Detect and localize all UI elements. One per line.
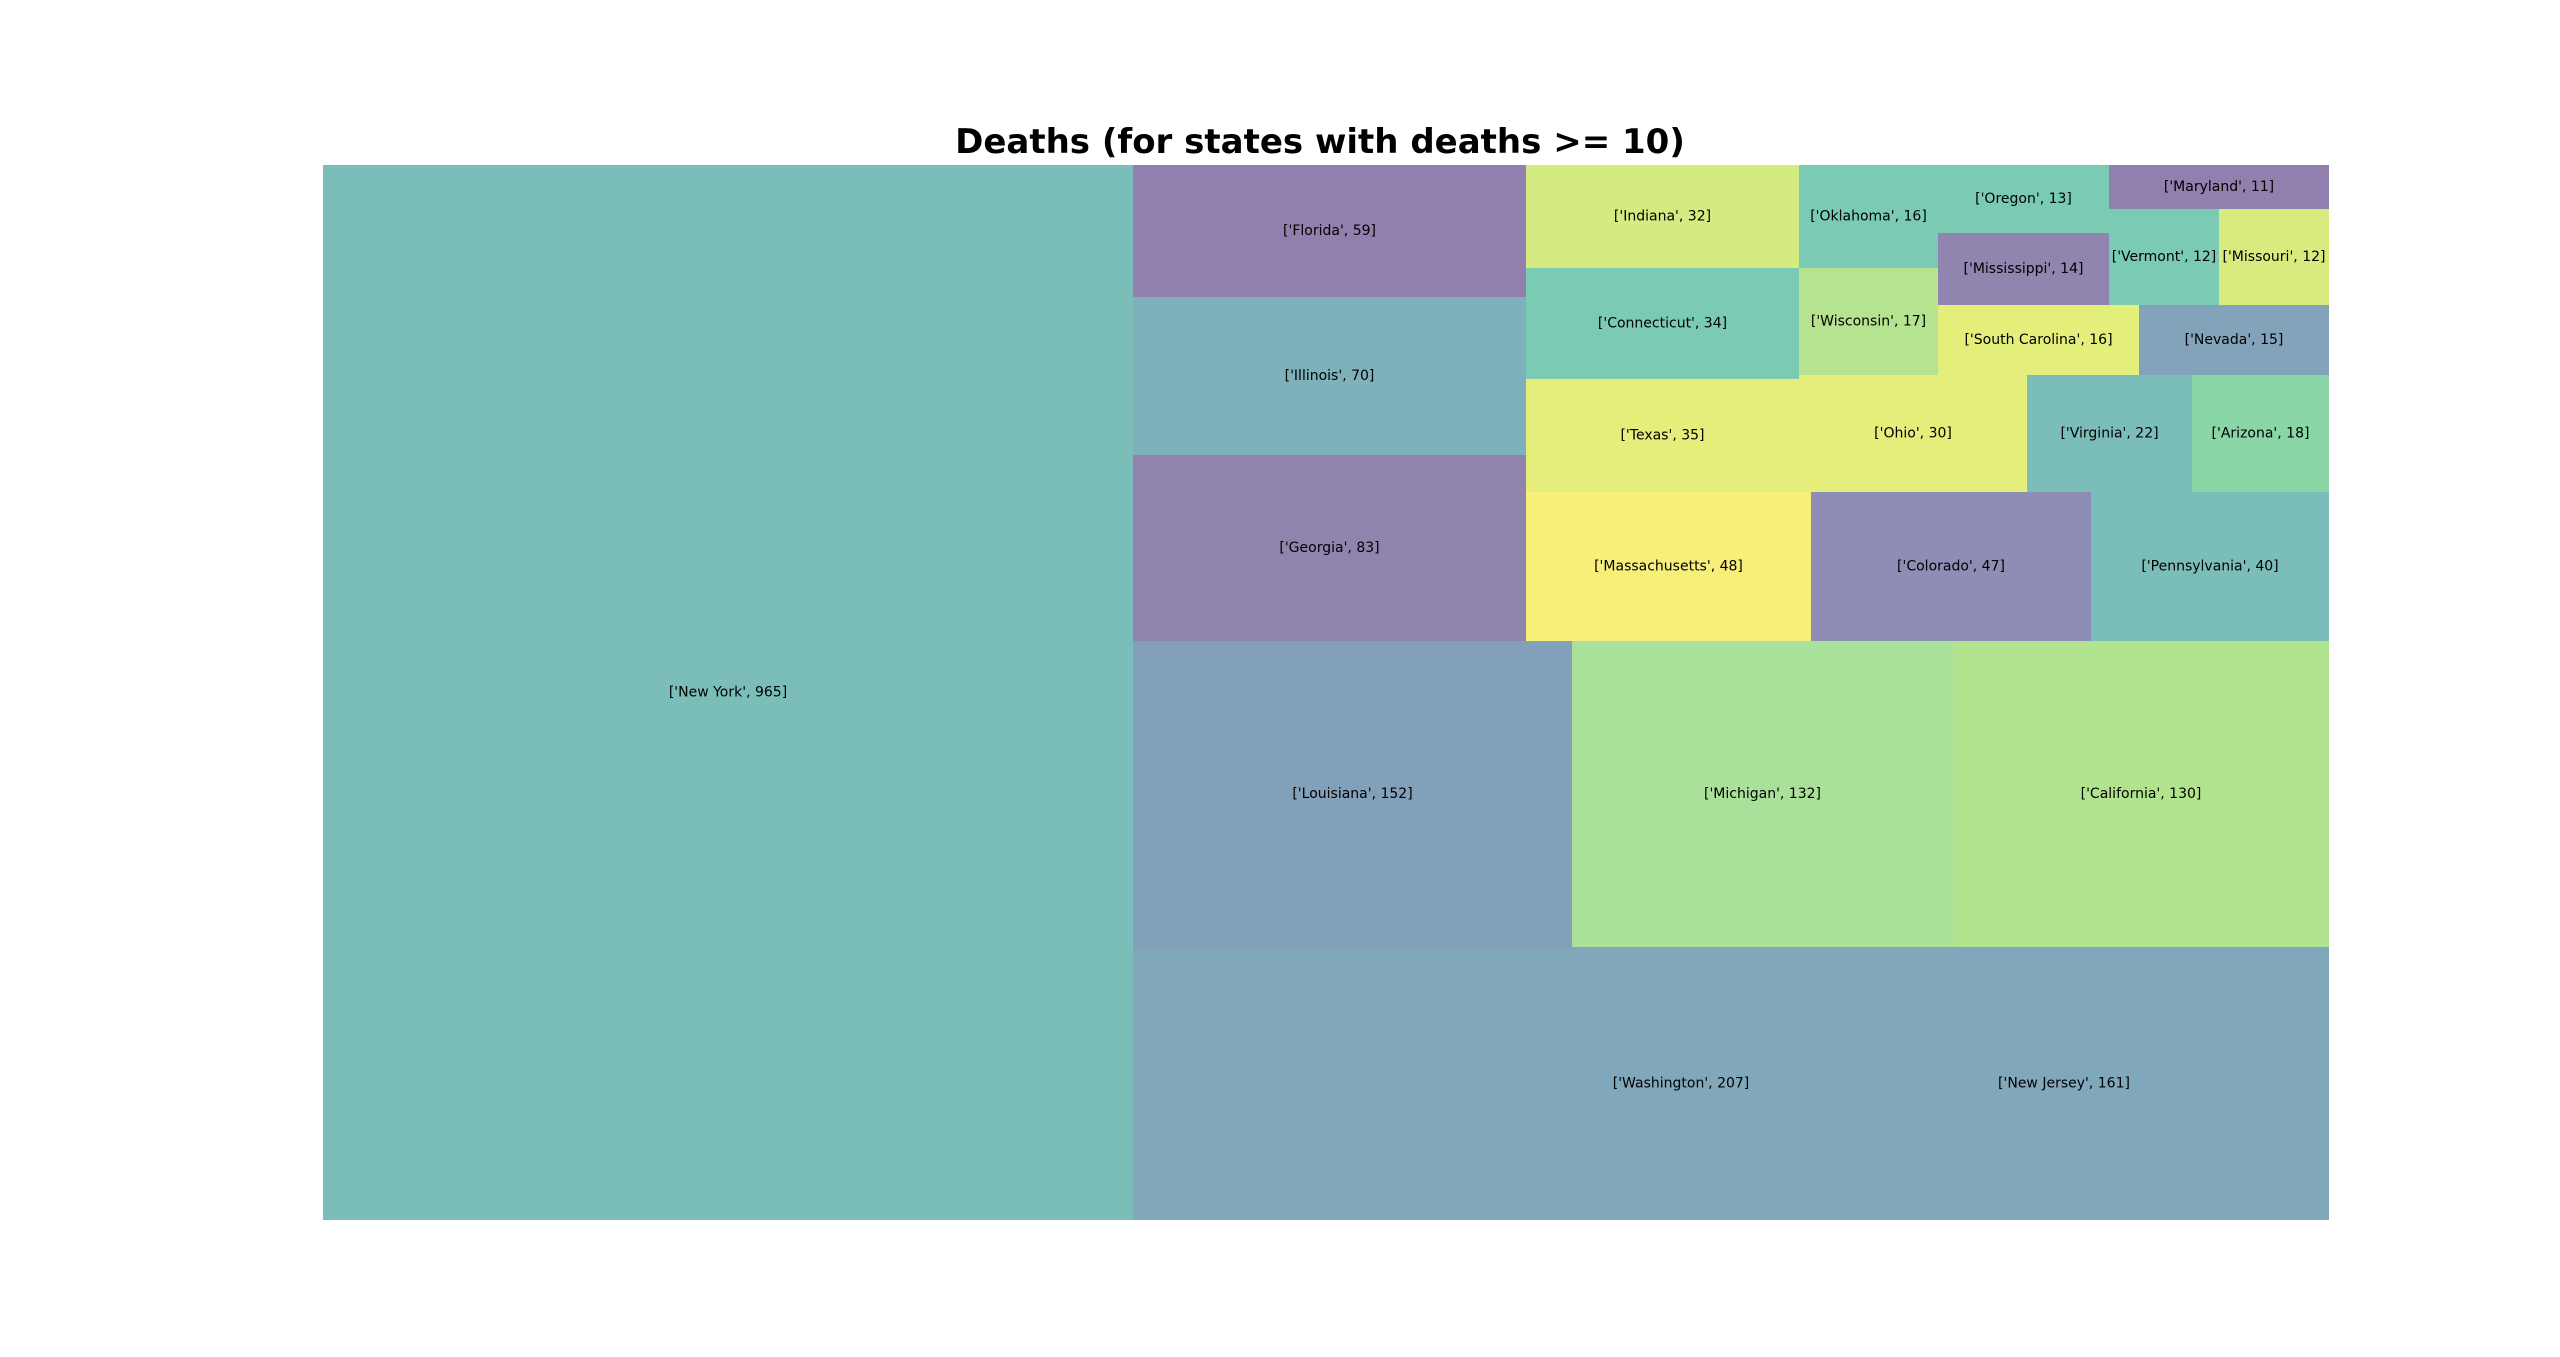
tile-label-california: ['California', 130] <box>2081 786 2202 802</box>
tile-label-ohio: ['Ohio', 30] <box>1874 426 1952 442</box>
tile-florida <box>1133 165 1526 297</box>
tile-virginia <box>2027 375 2192 492</box>
chart-title: Deaths (for states with deaths >= 10) <box>955 122 1685 162</box>
tile-south-carolina <box>1938 305 2139 375</box>
tile-georgia <box>1133 455 1526 641</box>
tile-arizona <box>2192 375 2329 492</box>
tile-label-vermont: ['Vermont', 12] <box>2112 249 2217 265</box>
tile-california <box>1953 641 2329 947</box>
tile-label-arizona: ['Arizona', 18] <box>2212 426 2310 442</box>
tile-label-michigan: ['Michigan', 132] <box>1704 786 1821 802</box>
tile-vermont <box>2109 209 2219 305</box>
tile-ohio <box>1799 375 2027 492</box>
tile-label-pennsylvania: ['Pennsylvania', 40] <box>2141 559 2278 575</box>
tile-label-colorado: ['Colorado', 47] <box>1897 559 2005 575</box>
tile-louisiana <box>1133 641 1572 947</box>
tile-new-jersey <box>1799 947 2329 1220</box>
tile-label-washington: ['Washington', 207] <box>1613 1076 1750 1092</box>
tile-texas <box>1526 379 1799 492</box>
tile-colorado <box>1811 492 2091 641</box>
tile-indiana <box>1526 165 1799 268</box>
tile-label-massachusetts: ['Massachusetts', 48] <box>1594 559 1743 575</box>
tile-label-texas: ['Texas', 35] <box>1620 428 1704 444</box>
tile-label-south-carolina: ['South Carolina', 16] <box>1964 332 2112 348</box>
tile-label-illinois: ['Illinois', 70] <box>1285 368 1375 384</box>
tile-label-virginia: ['Virginia', 22] <box>2060 426 2158 442</box>
tile-mississippi <box>1938 233 2109 305</box>
tile-label-oklahoma: ['Oklahoma', 16] <box>1810 209 1927 225</box>
tile-label-mississippi: ['Mississippi', 14] <box>1964 261 2084 277</box>
tile-new-york <box>323 165 1133 1220</box>
tile-label-connecticut: ['Connecticut', 34] <box>1598 316 1727 332</box>
tile-label-new-york: ['New York', 965] <box>669 685 787 701</box>
tile-oklahoma <box>1799 165 1938 268</box>
tile-label-louisiana: ['Louisiana', 152] <box>1292 786 1412 802</box>
tile-label-nevada: ['Nevada', 15] <box>2185 332 2284 348</box>
tile-label-maryland: ['Maryland', 11] <box>2164 179 2274 195</box>
tile-label-missouri: ['Missouri', 12] <box>2223 249 2326 265</box>
tile-label-oregon: ['Oregon', 13] <box>1975 191 2072 207</box>
tile-oregon <box>1938 165 2109 233</box>
tile-label-wisconsin: ['Wisconsin', 17] <box>1811 314 1926 330</box>
tile-michigan <box>1572 641 1953 947</box>
tile-nevada <box>2139 305 2329 375</box>
tile-massachusetts <box>1526 492 1811 641</box>
tile-label-georgia: ['Georgia', 83] <box>1279 540 1379 556</box>
tile-illinois <box>1133 297 1526 455</box>
tile-wisconsin <box>1799 268 1938 375</box>
tile-pennsylvania <box>2091 492 2329 641</box>
tile-label-new-jersey: ['New Jersey', 161] <box>1998 1076 2130 1092</box>
tile-connecticut <box>1526 268 1799 379</box>
tile-label-indiana: ['Indiana', 32] <box>1614 209 1711 225</box>
tile-maryland <box>2109 165 2329 209</box>
tile-missouri <box>2219 209 2329 305</box>
tile-label-florida: ['Florida', 59] <box>1283 223 1376 239</box>
